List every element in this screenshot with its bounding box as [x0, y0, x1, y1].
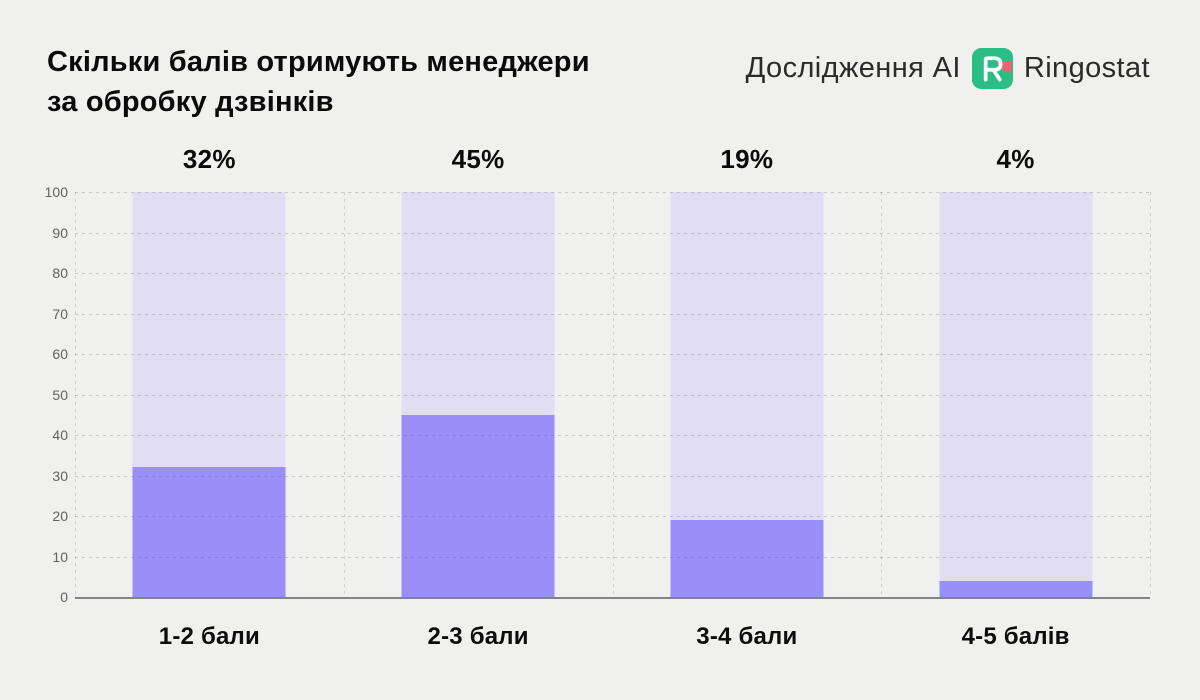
category-separator: [881, 192, 883, 597]
y-tick-label: 80: [52, 265, 68, 281]
y-tick-label: 30: [52, 467, 68, 484]
gridline: [75, 192, 1150, 193]
value-label: 19%: [720, 144, 774, 174]
gridline: [75, 232, 1150, 234]
y-tick-label: 100: [44, 184, 68, 200]
x-axis-line: [75, 597, 1150, 599]
y-tick-label: 0: [60, 589, 68, 605]
bar-fill: [132, 467, 286, 597]
gridline: [75, 435, 1150, 436]
y-tick-label: 50: [52, 386, 68, 403]
gridline: [75, 516, 1150, 517]
branding-brand-name: Ringostat: [1023, 51, 1150, 84]
y-tick-label: 40: [52, 427, 68, 443]
value-labels-row: 32% 45% 19% 4%: [75, 141, 1150, 177]
y-axis: 100 90 80 70 60 50 40 30 20 10 0: [0, 184, 68, 605]
value-label: 32%: [182, 144, 236, 174]
page-title-line1: Скільки балів отримують менеджери: [47, 46, 590, 78]
y-tick-label: 10: [52, 548, 68, 565]
bar-slot: [75, 192, 344, 597]
bar-track: [939, 192, 1093, 597]
category-label: 1-2 бали: [158, 623, 260, 650]
bar-fill: [401, 414, 555, 597]
gridline: [75, 354, 1150, 355]
bar-fill: [670, 520, 824, 597]
bar-track: [670, 192, 824, 597]
gridline: [75, 556, 1150, 558]
bar-slot: [613, 192, 882, 597]
gridline: [75, 273, 1150, 274]
bar-track: [401, 192, 555, 597]
category-label: 2-3 бали: [427, 623, 529, 650]
value-label: 45%: [451, 144, 505, 174]
x-axis-labels: 1-2 бали 2-3 бали 3-4 бали 4-5 балів: [75, 621, 1150, 653]
bar-track: [132, 192, 286, 597]
category-label: 4-5 балів: [961, 623, 1070, 650]
y-tick-label: 90: [52, 224, 68, 241]
category-separator: [75, 192, 76, 597]
y-tick-label: 70: [52, 305, 68, 322]
branding: Дослідження AI Ringostat: [746, 46, 1150, 90]
gridline: [75, 394, 1150, 396]
category-label: 3-4 бали: [696, 623, 798, 650]
y-tick-label: 20: [52, 508, 68, 524]
category-separator: [343, 192, 345, 597]
category-separator: [612, 192, 614, 597]
page-title: Скільки балів отримують менеджери за обр…: [47, 42, 767, 122]
category-separator: [1150, 192, 1151, 597]
y-tick-label: 60: [52, 346, 68, 362]
gridline: [75, 313, 1150, 315]
value-label: 4%: [996, 144, 1035, 174]
bar-fill: [939, 580, 1093, 597]
bar-slot: [344, 192, 613, 597]
gridline: [75, 475, 1150, 477]
ringostat-logo-icon: [971, 47, 1013, 89]
page-title-line2: за обробку дзвінків: [47, 86, 334, 118]
bar-slot: [881, 192, 1150, 597]
plot-area: [75, 192, 1151, 599]
branding-research-label: Дослідження AI: [745, 51, 961, 84]
